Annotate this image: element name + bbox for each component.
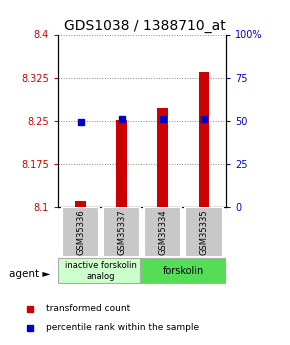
Bar bbox=[58, 258, 140, 283]
Text: forskolin: forskolin bbox=[162, 266, 204, 276]
Bar bbox=[140, 258, 226, 283]
Bar bbox=[157, 108, 168, 207]
Bar bbox=[144, 207, 182, 257]
Text: GSM35337: GSM35337 bbox=[117, 209, 126, 255]
Text: GDS1038 / 1388710_at: GDS1038 / 1388710_at bbox=[64, 19, 226, 33]
Text: inactive forskolin
analog: inactive forskolin analog bbox=[65, 261, 137, 280]
Bar bbox=[117, 120, 127, 207]
Text: GSM35335: GSM35335 bbox=[199, 209, 208, 255]
Text: percentile rank within the sample: percentile rank within the sample bbox=[46, 323, 199, 332]
Bar bbox=[75, 201, 86, 207]
Text: GSM35336: GSM35336 bbox=[76, 209, 85, 255]
Bar bbox=[103, 207, 140, 257]
Bar bbox=[62, 207, 99, 257]
Text: GSM35334: GSM35334 bbox=[158, 209, 167, 255]
Text: transformed count: transformed count bbox=[46, 304, 130, 313]
Bar bbox=[199, 72, 209, 207]
Text: agent ►: agent ► bbox=[9, 269, 50, 279]
Bar bbox=[185, 207, 222, 257]
